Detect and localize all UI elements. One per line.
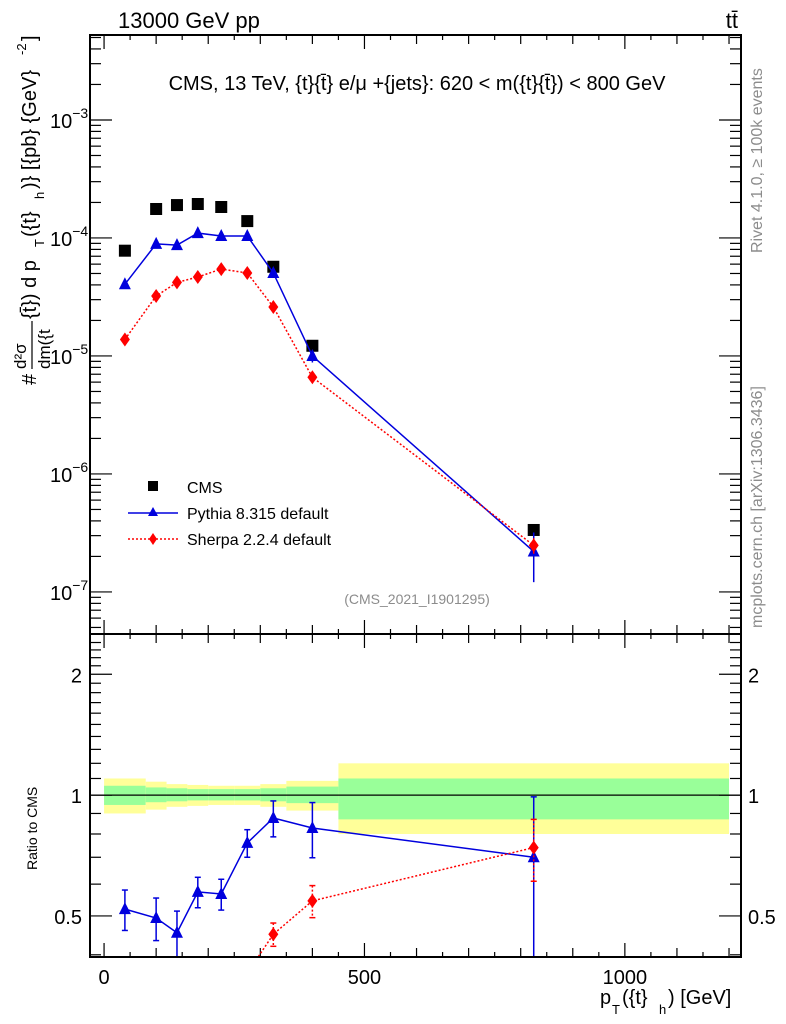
ratio-y-tick-label-left: 1 xyxy=(71,786,82,808)
y-title-denominator: dm({t xyxy=(35,329,54,369)
y-tick-label: 10−3 xyxy=(50,105,88,133)
y-title-rest2: ({t} xyxy=(19,211,41,237)
ratio-line-1 xyxy=(257,846,534,957)
ratio-sherpa-point xyxy=(268,927,279,942)
pythia-data-point xyxy=(241,228,254,241)
ratio-y-tick-label-right: 0.5 xyxy=(748,907,776,929)
cms-data-point xyxy=(241,215,254,228)
ratio-y-tick-label-right: 1 xyxy=(748,786,759,808)
cms-data-point xyxy=(527,523,540,536)
legend-pythia-label: Pythia 8.315 default xyxy=(187,506,329,523)
ratio-pythia-point xyxy=(215,886,228,899)
legend-cms-label: CMS xyxy=(187,480,223,497)
pythia-data-point xyxy=(118,277,131,290)
y-title-exp: -2 xyxy=(14,43,29,55)
sherpa-data-point xyxy=(151,289,162,304)
cms-data-point xyxy=(170,199,183,212)
cms-data-point xyxy=(118,244,131,257)
main-y-axis-title: # d²σ dm({t {t̄}) d p T ({t} h )} [{pb} … xyxy=(11,35,54,385)
y-tick-label: 10−6 xyxy=(50,459,88,487)
header-energy-label: 13000 GeV pp xyxy=(118,8,260,33)
y-title-hash: # xyxy=(19,373,41,385)
ratio-line-0 xyxy=(124,817,534,934)
ratio-pythia-point xyxy=(170,925,183,938)
x-tick-label: 0 xyxy=(98,967,109,989)
x-title-end: ) [GeV] xyxy=(668,987,731,1009)
ratio-data-marks xyxy=(118,796,540,957)
rivet-version-label: Rivet 4.1.0, ≥ 100k events xyxy=(749,68,766,253)
ratio-pythia-point xyxy=(241,835,254,848)
plot-title: CMS, 13 TeV, {t}{t̄} e/μ +{jets}: 620 < … xyxy=(169,73,667,95)
x-title-p: p xyxy=(600,987,611,1009)
cms-data-point xyxy=(150,202,163,215)
legend-cms-marker xyxy=(148,481,158,491)
ratio-pythia-point xyxy=(150,911,163,924)
y-title-numerator: d²σ xyxy=(11,343,30,369)
legend: CMS Pythia 8.315 default Sherpa 2.2.4 de… xyxy=(128,480,332,549)
legend-pythia-marker xyxy=(148,507,158,516)
x-title-mid: ({t} xyxy=(622,987,648,1009)
ratio-axis-ticks: 0 500 1000 0.5 0.5 1 1 2 2 xyxy=(54,641,776,989)
cms-data-point xyxy=(215,200,228,213)
y-title-close: ] xyxy=(19,35,41,41)
ratio-sherpa-point xyxy=(307,893,318,908)
ratio-pythia-point xyxy=(191,884,204,897)
sherpa-data-point xyxy=(242,265,253,280)
header-process-label: tt̄ xyxy=(726,8,738,33)
legend-sherpa-label: Sherpa 2.2.4 default xyxy=(187,532,332,549)
ratio-y-tick-label-right: 2 xyxy=(748,665,759,687)
pythia-data-point xyxy=(170,238,183,251)
legend-sherpa-marker xyxy=(149,533,157,545)
pythia-data-point xyxy=(150,236,163,249)
ratio-y-tick-label-left: 2 xyxy=(71,665,82,687)
ratio-sherpa-point xyxy=(528,840,539,855)
main-data-marks xyxy=(118,198,540,583)
y-title-rest: {t̄}) d p xyxy=(19,260,41,319)
main-axis-ticks: 10−7 10−6 10−5 10−4 10−3 xyxy=(50,35,741,648)
sherpa-data-point xyxy=(171,275,182,290)
sherpa-data-point xyxy=(119,332,130,347)
ratio-pythia-point xyxy=(267,810,280,823)
y-tick-label: 10−7 xyxy=(50,577,88,605)
x-tick-label: 1000 xyxy=(603,967,648,989)
series-line-1 xyxy=(124,232,535,553)
analysis-id-label: (CMS_2021_I1901295) xyxy=(344,591,490,607)
series-line-2 xyxy=(124,268,535,546)
ratio-y-tick-label-left: 0.5 xyxy=(54,907,82,929)
ratio-pythia-point xyxy=(306,820,319,833)
ratio-uncertainty-bands xyxy=(90,763,741,834)
cms-data-point xyxy=(191,198,204,211)
sherpa-data-point xyxy=(307,370,318,385)
pythia-data-point xyxy=(215,228,228,241)
sherpa-data-point xyxy=(528,538,539,553)
pythia-data-point xyxy=(306,348,319,361)
y-tick-label: 10−5 xyxy=(50,341,88,369)
ratio-series-group xyxy=(118,796,540,957)
ratio-pythia-point xyxy=(118,902,131,915)
pythia-data-point xyxy=(267,265,280,278)
ratio-y-axis-title: Ratio to CMS xyxy=(24,787,40,870)
sherpa-data-point xyxy=(268,299,279,314)
pythia-data-point xyxy=(191,226,204,239)
sherpa-data-point xyxy=(216,262,227,277)
ratio-panel-frame xyxy=(89,633,742,958)
x-title-sub-h: h xyxy=(659,1002,666,1017)
y-tick-label: 10−4 xyxy=(50,223,88,251)
mcplots-label: mcplots.cern.ch [arXiv:1306.3436] xyxy=(749,386,766,628)
y-title-rest3: )} [{pb} {GeV} xyxy=(19,70,41,189)
y-title-sub-t: T xyxy=(32,239,47,247)
y-title-sub-h: h xyxy=(32,192,47,199)
x-axis-title: p T ({t} h ) [GeV] xyxy=(600,987,731,1017)
x-title-sub-t: T xyxy=(612,1002,620,1017)
x-tick-label: 500 xyxy=(348,967,381,989)
sherpa-data-point xyxy=(192,269,203,284)
